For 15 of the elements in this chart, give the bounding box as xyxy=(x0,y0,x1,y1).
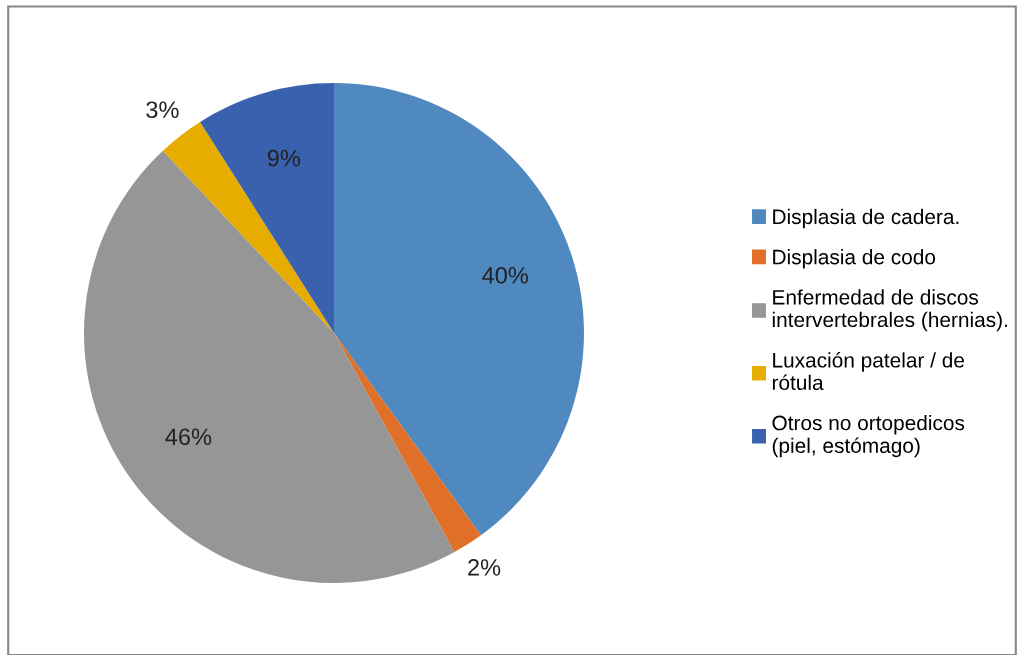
legend-label: Luxación patelar / de rótula xyxy=(772,352,964,391)
legend-label: Displasia de cadera. xyxy=(773,208,959,229)
pie-slice xyxy=(200,83,334,333)
pie-slice xyxy=(334,333,481,553)
legend-label: Displasia de codo xyxy=(773,249,936,269)
data-label: 40% xyxy=(482,267,528,284)
data-label: 2% xyxy=(468,559,501,576)
legend-label: Enfermedad de discos intervertebrales (hernias). xyxy=(772,289,1007,332)
pie-slice xyxy=(334,83,584,536)
data-label: 9% xyxy=(267,149,300,167)
data-label: 46% xyxy=(165,428,212,446)
legend-label: Otros no ortopedicos (piel, estómago) xyxy=(772,414,965,458)
pie-slice xyxy=(84,150,455,583)
pie-slice xyxy=(162,121,334,333)
data-label: 3% xyxy=(146,101,179,119)
